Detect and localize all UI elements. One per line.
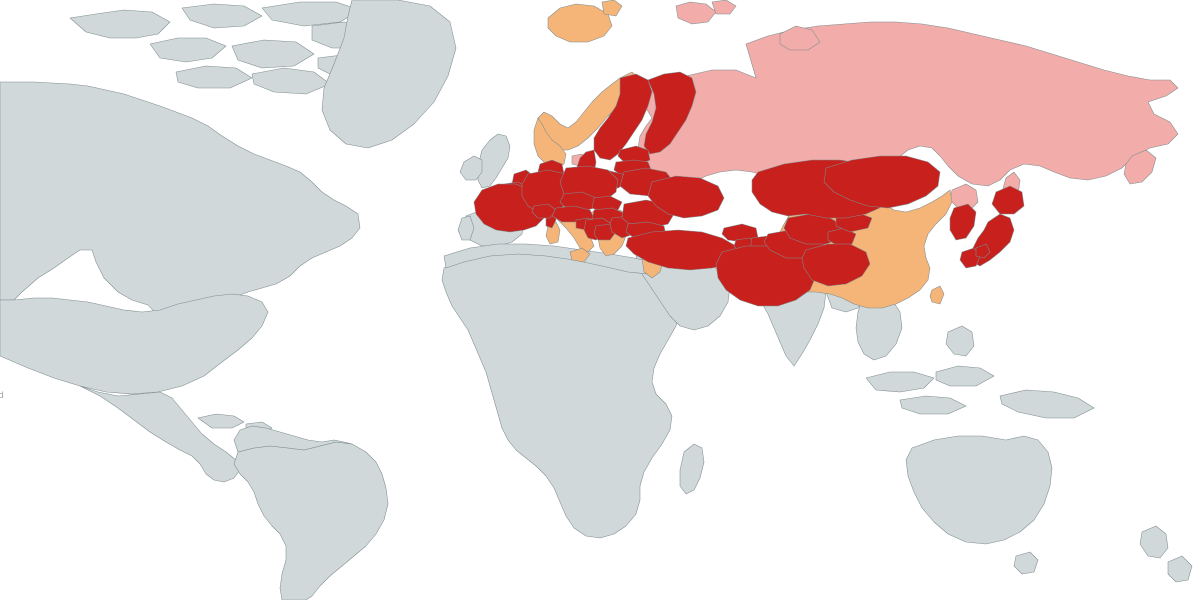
- region-group-low: [572, 0, 1178, 210]
- region-japan-shikoku[interactable]: [976, 244, 990, 258]
- region-south-america-north[interactable]: [234, 426, 352, 452]
- region-group-high: [474, 72, 1024, 306]
- region-madagascar[interactable]: [680, 444, 704, 494]
- region-arctic-islands[interactable]: [252, 68, 330, 94]
- region-indonesia[interactable]: [900, 396, 966, 414]
- region-sicily[interactable]: [570, 248, 590, 262]
- region-portugal[interactable]: [458, 216, 474, 240]
- region-new-zealand[interactable]: [1140, 526, 1168, 558]
- region-svalbard[interactable]: [676, 2, 716, 24]
- region-australia[interactable]: [906, 436, 1052, 544]
- region-slovakia[interactable]: [592, 196, 622, 212]
- region-greenland[interactable]: [322, 0, 456, 148]
- region-japan-kyushu[interactable]: [960, 248, 980, 268]
- region-new-guinea[interactable]: [1000, 390, 1094, 418]
- region-tasmania[interactable]: [1014, 552, 1038, 574]
- region-canada[interactable]: [0, 82, 360, 336]
- region-kamchatka[interactable]: [1124, 150, 1156, 184]
- region-indonesia[interactable]: [936, 366, 994, 386]
- region-arctic-islands[interactable]: [232, 40, 314, 68]
- region-sardinia[interactable]: [546, 222, 560, 244]
- region-arctic-islands[interactable]: [70, 10, 170, 38]
- region-philippines[interactable]: [946, 326, 974, 356]
- region-arctic-islands[interactable]: [182, 4, 262, 28]
- region-arctic-islands[interactable]: [176, 66, 252, 88]
- region-ukraine[interactable]: [648, 176, 724, 218]
- region-ireland[interactable]: [460, 156, 482, 180]
- region-arctic-islands[interactable]: [150, 38, 226, 62]
- region-taiwan[interactable]: [930, 286, 944, 304]
- region-mexico[interactable]: [80, 386, 240, 482]
- region-switzerland[interactable]: [532, 204, 556, 218]
- region-finland[interactable]: [644, 72, 696, 154]
- region-afghanistan[interactable]: [802, 244, 870, 286]
- region-new-zealand[interactable]: [1168, 556, 1192, 582]
- region-svalbard[interactable]: [712, 0, 736, 14]
- region-south-korea[interactable]: [950, 204, 976, 240]
- region-sweden[interactable]: [594, 74, 652, 160]
- region-caribbean[interactable]: [198, 414, 244, 428]
- cut-off-annotation-label: pied: [0, 390, 4, 400]
- region-iceland[interactable]: [602, 0, 622, 16]
- region-iceland[interactable]: [548, 4, 612, 42]
- region-novaya-zemlya[interactable]: [780, 26, 820, 50]
- region-russia[interactable]: [636, 22, 1178, 188]
- region-indonesia[interactable]: [866, 372, 934, 392]
- region-norway-south[interactable]: [534, 118, 566, 168]
- region-mongolia[interactable]: [824, 156, 940, 208]
- region-japan-hokkaido[interactable]: [992, 186, 1024, 214]
